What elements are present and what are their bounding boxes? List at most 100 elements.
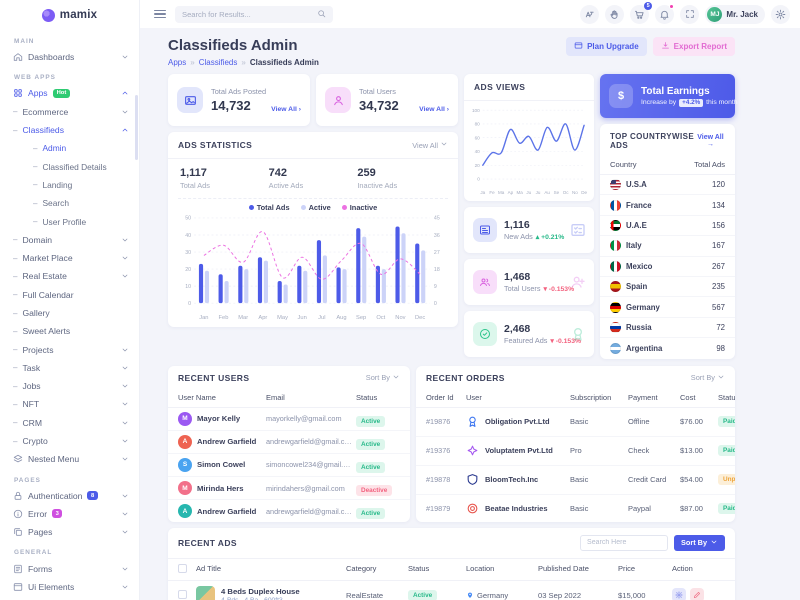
language-icon[interactable] xyxy=(580,4,600,24)
earnings-title: Total Earnings xyxy=(641,85,710,97)
country-row[interactable]: Mexico 267 xyxy=(600,257,735,277)
user-row[interactable]: S Simon Cowel simoncowel234@gmail.com Act… xyxy=(168,454,410,478)
select-all-checkbox[interactable] xyxy=(178,563,194,575)
user-row[interactable]: A Andrew Garfield andrewgarfield@gmail.co… xyxy=(168,500,410,521)
ads-search-box[interactable] xyxy=(580,534,679,551)
sidebar-item-error[interactable]: Error 3 xyxy=(0,505,139,523)
sidebar-item-market-place[interactable]: – Market Place xyxy=(0,249,139,267)
ads-statistics-card: ADS STATISTICS View All 1,117 Total Ads 74… xyxy=(168,132,458,327)
svg-text:No: No xyxy=(572,190,578,195)
svg-text:Au: Au xyxy=(544,190,550,195)
sidebar-item-forms[interactable]: Forms xyxy=(0,559,139,577)
export-report-button[interactable]: Export Report xyxy=(652,37,735,56)
settings-gear-icon[interactable] xyxy=(771,4,790,24)
user-menu[interactable]: MJ Mr. Jack xyxy=(705,4,765,24)
ads-search-input[interactable] xyxy=(587,539,679,547)
sidebar-subitem-search[interactable]: – Search xyxy=(33,198,69,209)
sidebar-item-apps[interactable]: Apps Hot xyxy=(0,84,139,102)
brand-logo[interactable]: mamix xyxy=(0,0,139,30)
country-row[interactable]: Russia 72 xyxy=(600,318,735,339)
cart-icon[interactable]: 5 xyxy=(630,1,653,24)
chev-icon xyxy=(441,142,447,146)
flag-uae-icon xyxy=(610,219,621,231)
fullscreen-icon[interactable] xyxy=(680,4,700,24)
search-input[interactable] xyxy=(182,9,312,19)
sidebar-item-ui-elements[interactable]: Ui Elements xyxy=(0,578,139,596)
user-row[interactable]: M Mayor Kelly mayorkelly@gmail.com Active xyxy=(168,408,410,431)
user-row[interactable]: A Andrew Garfield andrewgarfield@gmail.co… xyxy=(168,431,410,454)
sidebar-item-domain[interactable]: – Domain xyxy=(0,231,139,249)
legend-item: Active xyxy=(300,203,331,212)
chevron-down-icon xyxy=(121,437,129,445)
country-row[interactable]: Argentina 98 xyxy=(600,338,735,358)
sidebar-item-task[interactable]: – Task xyxy=(0,359,139,377)
status-badge: Active xyxy=(356,508,386,520)
hand-icon xyxy=(610,9,618,19)
sidebar-item-ecommerce[interactable]: – Ecommerce xyxy=(0,103,139,121)
checklist-icon xyxy=(570,222,586,238)
sidebar-item-classifieds[interactable]: – Classifieds xyxy=(0,121,139,139)
country-row[interactable]: U.S.A 120 xyxy=(600,175,735,196)
plan-upgrade-button[interactable]: Plan Upgrade xyxy=(566,37,647,56)
sidebar-section-heading: PAGES xyxy=(14,476,41,484)
action-settings-button[interactable] xyxy=(672,588,686,600)
row-checkbox[interactable] xyxy=(178,589,194,600)
order-row[interactable]: #19879 Beatae Industries Basic Paypal $8… xyxy=(416,495,735,522)
ad-row[interactable]: 4 Beds Duplex House4-Bds · 4 Ba · 600ft3… xyxy=(168,581,735,600)
order-row[interactable]: #19876 Obligation Pvt.Ltd Basic Offline … xyxy=(416,408,735,437)
breadcrumb-classifieds[interactable]: Classifieds xyxy=(198,58,238,67)
sidebar-subitem-admin[interactable]: – Admin xyxy=(33,143,67,154)
sidebar-item-jobs[interactable]: – Jobs xyxy=(0,377,139,395)
sidebar-item-projects[interactable]: – Projects xyxy=(0,340,139,358)
hamburger-menu-icon[interactable] xyxy=(154,9,166,19)
ads-statistics-view-all[interactable]: View All xyxy=(412,140,448,150)
action-edit-button[interactable] xyxy=(690,588,704,600)
delta-badge: ▾ -0.153% xyxy=(550,338,582,345)
notifications-bell-icon[interactable] xyxy=(655,3,675,24)
main-content: Classifieds Admin Apps» Classifieds» Class… xyxy=(140,28,800,600)
sidebar-item-authentication[interactable]: Authentication 8 xyxy=(0,487,139,505)
chevron-down-icon xyxy=(121,108,129,116)
sidebar-item-dashboards[interactable]: Dashboards xyxy=(0,48,139,66)
order-row[interactable]: #19376 Voluptatem Pvt.Ltd Pro Check $13.… xyxy=(416,437,735,466)
mini-label: Featured Ads ▾ -0.153% xyxy=(504,336,582,345)
sidebar-item-gallery[interactable]: – Gallery xyxy=(13,308,50,318)
country-row[interactable]: Spain 235 xyxy=(600,277,735,298)
sidebar-item-crm[interactable]: – CRM xyxy=(0,414,139,432)
breadcrumb-apps[interactable]: Apps xyxy=(168,58,187,67)
breadcrumb: Apps» Classifieds» Classifieds Admin xyxy=(168,58,319,67)
recent-ads-sort-button[interactable]: Sort By xyxy=(674,534,725,551)
recent-users-sort[interactable]: Sort By xyxy=(366,373,400,383)
view-all-link[interactable]: View All › xyxy=(271,106,301,113)
sidebar-item-sweet-alerts[interactable]: – Sweet Alerts xyxy=(13,326,71,337)
sidebar-item-pages[interactable]: Pages xyxy=(0,523,139,541)
avatar: S xyxy=(178,457,192,472)
chev-icon xyxy=(122,275,128,278)
sidebar-subitem-user-profile[interactable]: – User Profile xyxy=(33,216,87,227)
country-row[interactable]: U.A.E 156 xyxy=(600,216,735,237)
view-all-link[interactable]: View All › xyxy=(419,106,449,113)
chev-icon xyxy=(122,494,128,498)
adlist-icon xyxy=(480,225,490,235)
sidebar-item-nested-menu[interactable]: Nested Menu xyxy=(0,450,139,468)
knot-icon xyxy=(467,445,478,456)
sidebar-item-full-calendar[interactable]: – Full Calendar xyxy=(13,289,74,300)
order-row[interactable]: #19878 BloomTech.Inc Basic Credit Card $… xyxy=(416,466,735,495)
countrywise-view-all[interactable]: View All → xyxy=(697,134,724,148)
search-box[interactable] xyxy=(175,5,333,23)
country-row[interactable]: Germany 567 xyxy=(600,297,735,318)
sidebar-item-crypto[interactable]: – Crypto xyxy=(0,432,139,450)
pages-icon xyxy=(14,528,22,537)
country-row[interactable]: France 134 xyxy=(600,195,735,216)
sidebar-item-real-estate[interactable]: – Real Estate xyxy=(0,267,139,285)
sidebar-subitem-classified-details[interactable]: – Classified Details xyxy=(33,161,107,172)
user-row[interactable]: M Mirinda Hers mirindahers@gmail.com Deac… xyxy=(168,477,410,501)
theme-hand-icon[interactable] xyxy=(605,4,625,24)
recent-orders-sort[interactable]: Sort By xyxy=(691,373,725,383)
sidebar-item-nft[interactable]: – NFT xyxy=(0,395,139,413)
sidebar-subitem-landing[interactable]: – Landing xyxy=(33,179,73,190)
country-row[interactable]: Italy 167 xyxy=(600,236,735,257)
chev-icon xyxy=(393,375,399,378)
sidebar-scrollbar[interactable] xyxy=(135,95,138,160)
svg-text:30: 30 xyxy=(185,250,191,256)
